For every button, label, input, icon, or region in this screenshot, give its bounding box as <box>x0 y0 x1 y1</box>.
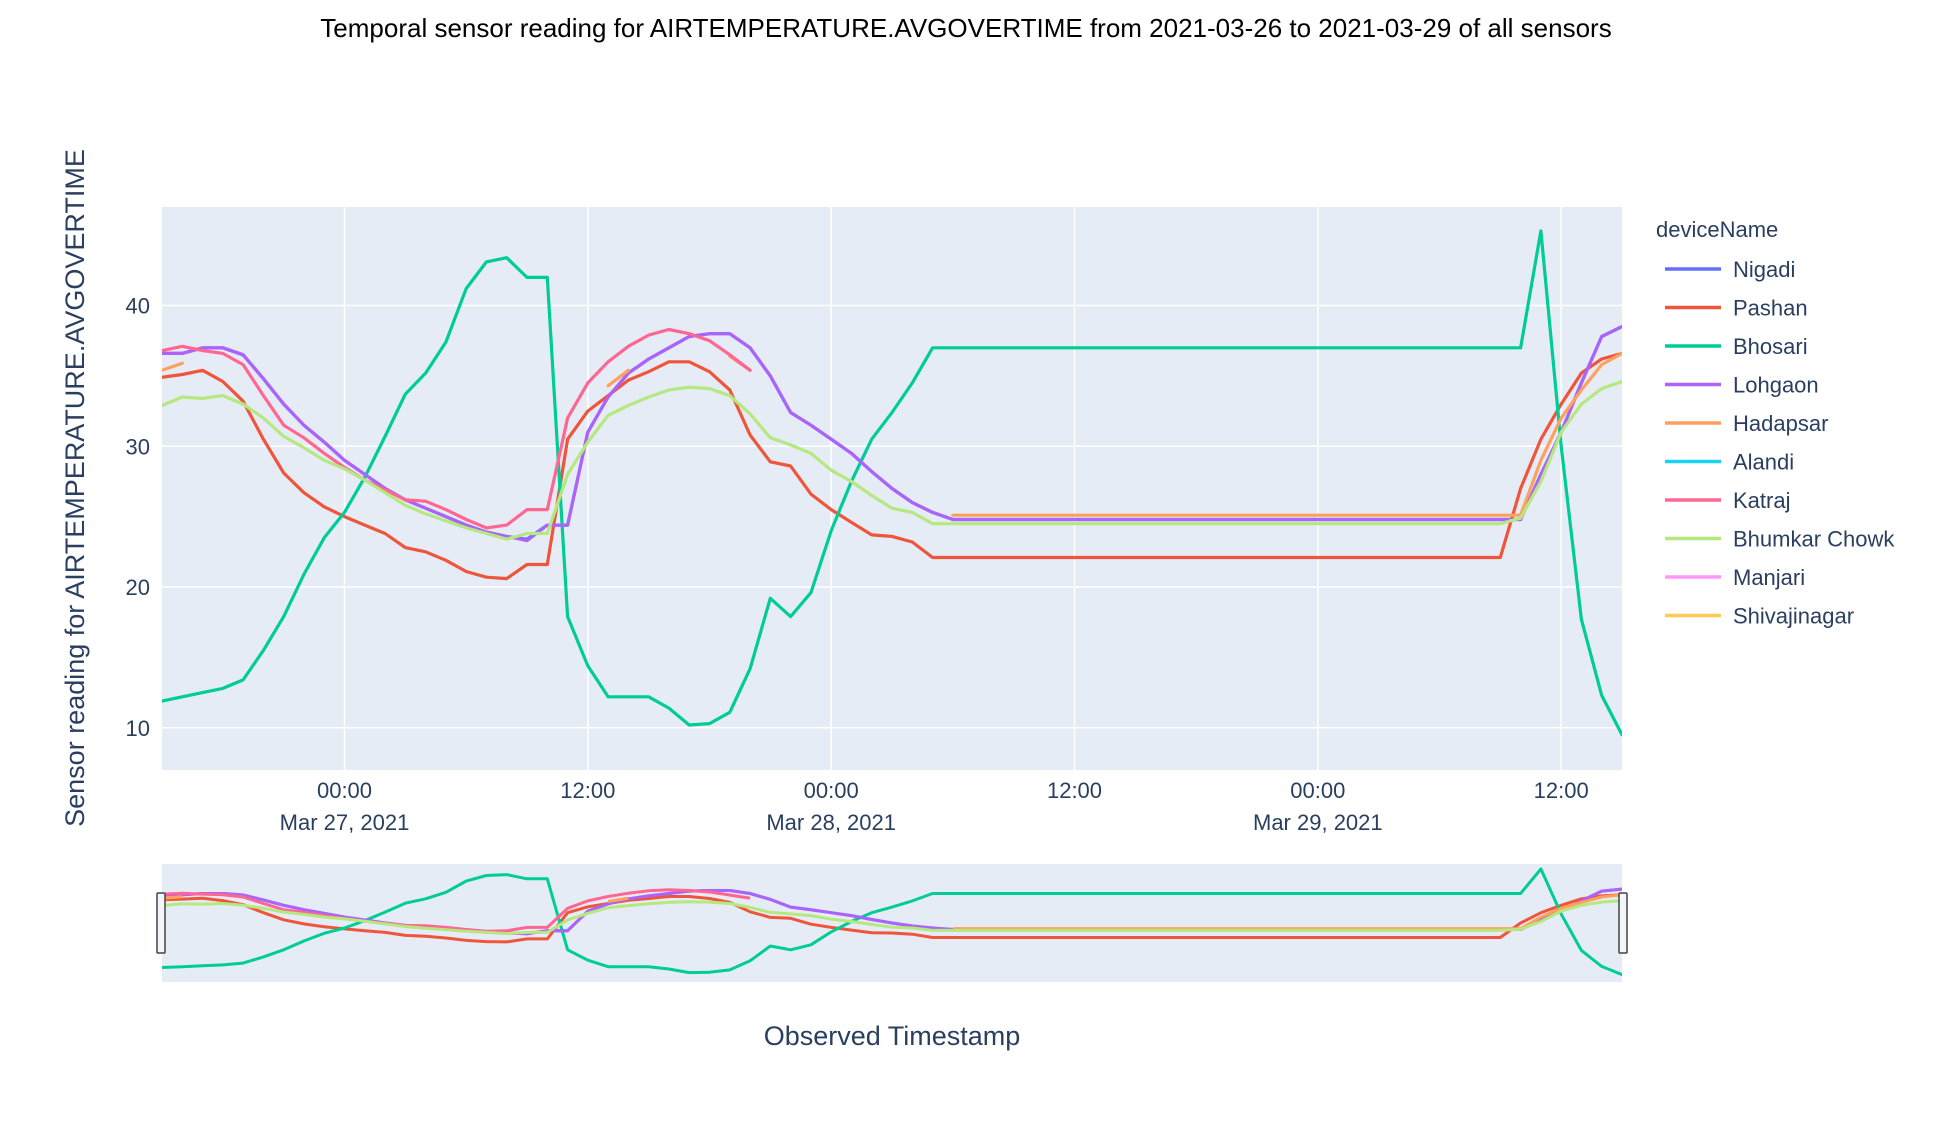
legend-label: Manjari <box>1733 565 1805 590</box>
legend-item-bhumkar-chowk[interactable]: Bhumkar Chowk <box>1665 527 1895 552</box>
series-line-pashan <box>162 351 1622 581</box>
legend-label: Bhosari <box>1733 334 1808 359</box>
x-axis-title: Observed Timestamp <box>764 1021 1021 1051</box>
x-tick-label: 12:00 <box>1534 778 1589 803</box>
legend-item-hadapsar[interactable]: Hadapsar <box>1665 411 1828 436</box>
range-slider-right-handle[interactable] <box>1618 892 1628 954</box>
range-slider-line-hadapsar <box>162 893 1622 931</box>
legend-item-pashan[interactable]: Pashan <box>1665 296 1808 321</box>
x-gridlines <box>343 207 1562 770</box>
x-tick-label: 00:00 <box>1290 778 1345 803</box>
legend-label: Shivajinagar <box>1733 604 1854 629</box>
legend-title: deviceName <box>1656 217 1778 242</box>
y-tick-label: 10 <box>126 716 150 741</box>
series-line-bhumkar-chowk <box>162 379 1622 541</box>
y-tick-label: 40 <box>126 294 150 319</box>
legend-label: Katraj <box>1733 488 1790 513</box>
range-slider-line-katraj <box>162 888 751 933</box>
legend-label: Hadapsar <box>1733 411 1828 436</box>
y-axis-title: Sensor reading for AIRTEMPERATURE.AVGOVE… <box>60 149 90 827</box>
range-slider-left-handle[interactable] <box>156 892 166 954</box>
range-slider-line-bhumkar-chowk <box>162 899 1622 936</box>
legend-item-nigadi[interactable]: Nigadi <box>1665 257 1795 282</box>
series-line-bhosari <box>162 229 1622 737</box>
range-slider-line-bhosari <box>162 867 1622 977</box>
legend-item-lohgaon[interactable]: Lohgaon <box>1665 373 1819 398</box>
legend-label: Nigadi <box>1733 257 1795 282</box>
legend-item-alandi[interactable]: Alandi <box>1665 450 1794 475</box>
y-tick-label: 20 <box>126 575 150 600</box>
y-gridlines <box>162 304 1622 729</box>
x-tick-date-label: Mar 27, 2021 <box>280 810 410 835</box>
x-tick-label: 12:00 <box>1047 778 1102 803</box>
legend-item-manjari[interactable]: Manjari <box>1665 565 1805 590</box>
legend-label: Bhumkar Chowk <box>1733 527 1895 552</box>
x-tick-label: 00:00 <box>804 778 859 803</box>
x-tick-date-label: Mar 29, 2021 <box>1253 810 1383 835</box>
y-tick-labels: 10 20 30 40 <box>126 294 150 741</box>
legend-item-katraj[interactable]: Katraj <box>1665 488 1790 513</box>
x-tick-label: 12:00 <box>560 778 615 803</box>
chart-title: Temporal sensor reading for AIRTEMPERATU… <box>320 13 1611 43</box>
series-line-katraj <box>162 327 752 530</box>
legend-item-bhosari[interactable]: Bhosari <box>1665 334 1808 359</box>
legend-label: Lohgaon <box>1733 373 1819 398</box>
x-tick-label: 00:00 <box>317 778 372 803</box>
series-line-lohgaon <box>162 324 1622 543</box>
legend-label: Pashan <box>1733 296 1808 321</box>
legend: Nigadi Pashan Bhosari Lohgaon Hadapsar Alandi… <box>1665 257 1895 629</box>
x-tick-date-label: Mar 28, 2021 <box>766 810 896 835</box>
x-tick-labels: 00:00 Mar 27, 2021 12:00 00:00 Mar 28, 2021 1… <box>280 778 1589 835</box>
y-tick-label: 30 <box>126 434 150 459</box>
series-lines <box>162 229 1622 737</box>
series-line-hadapsar <box>162 351 1622 517</box>
range-slider-preview-lines <box>162 867 1622 977</box>
legend-label: Alandi <box>1733 450 1794 475</box>
legend-item-shivajinagar[interactable]: Shivajinagar <box>1665 604 1854 629</box>
